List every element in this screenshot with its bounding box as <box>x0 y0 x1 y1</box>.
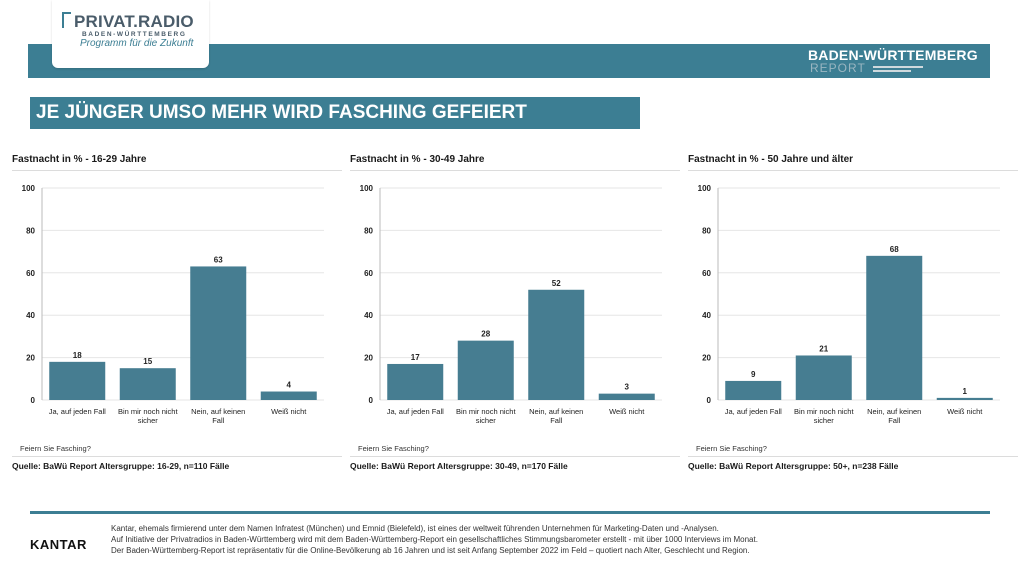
data-label: 4 <box>287 381 292 390</box>
x-tick-label: Bin mir noch nicht <box>456 407 517 416</box>
footer-line: Kantar, ehemals firmierend unter dem Nam… <box>111 524 719 533</box>
data-label: 18 <box>73 351 82 360</box>
data-label: 17 <box>411 353 420 362</box>
data-label: 28 <box>481 330 490 339</box>
y-tick-label: 80 <box>364 226 373 235</box>
x-tick-label: sicher <box>476 416 497 425</box>
y-tick-label: 80 <box>702 226 711 235</box>
data-label: 52 <box>552 279 561 288</box>
bar <box>598 393 655 400</box>
bar <box>119 368 176 400</box>
data-label: 68 <box>890 245 899 254</box>
page-title: JE JÜNGER UMSO MEHR WIRD FASCHING GEFEIE… <box>36 102 527 123</box>
chart-panel-30-49: Fastnacht in % - 30-49 Jahre 0 20 40 60 80 10… <box>350 150 680 480</box>
bar <box>260 391 317 400</box>
x-tick-label: sicher <box>138 416 159 425</box>
data-label: 3 <box>625 383 630 392</box>
report-logo-bar <box>873 70 911 72</box>
chart-title: Fastnacht in % - 50 Jahre und älter <box>688 154 854 165</box>
x-tick-label: Bin mir noch nicht <box>118 407 179 416</box>
x-tick-label: Ja, auf jeden Fall <box>725 407 782 416</box>
y-tick-label: 0 <box>707 396 712 405</box>
x-tick-label: Fall <box>888 416 900 425</box>
footer-line: Auf Initiative der Privatradios in Baden… <box>111 535 758 544</box>
logo-bracket-icon <box>62 12 71 28</box>
y-tick-label: 40 <box>364 311 373 320</box>
divider <box>12 456 342 457</box>
report-logo-bar <box>873 66 923 68</box>
data-label: 21 <box>819 344 828 353</box>
logo-tagline: Programm für die Zukunft <box>80 38 194 49</box>
chart-title: Fastnacht in % - 30-49 Jahre <box>350 154 485 165</box>
x-tick-label: Nein, auf keinen <box>867 407 921 416</box>
x-tick-label: Ja, auf jeden Fall <box>387 407 444 416</box>
report-logo-line1: BADEN-WÜRTTEMBERG <box>808 47 978 63</box>
divider <box>688 456 1018 457</box>
bar <box>936 397 993 400</box>
report-logo-line2: REPORT <box>810 61 866 75</box>
logo-sub-text: BADEN-WÜRTTEMBERG <box>82 31 187 38</box>
y-tick-label: 40 <box>26 311 35 320</box>
bar <box>725 380 782 400</box>
y-tick-label: 80 <box>26 226 35 235</box>
divider <box>350 456 680 457</box>
kantar-logo: KANTAR <box>30 537 87 552</box>
question-label: Feiern Sie Fasching? <box>20 444 91 453</box>
y-tick-label: 40 <box>702 311 711 320</box>
y-tick-label: 0 <box>31 396 36 405</box>
y-tick-label: 20 <box>702 354 711 363</box>
bar <box>49 361 106 400</box>
x-tick-label: sicher <box>814 416 835 425</box>
bar <box>528 289 585 400</box>
source-note: Quelle: BaWü Report Altersgruppe: 16-29,… <box>12 461 230 471</box>
chart-panel-16-29: Fastnacht in % - 16-29 Jahre 0 20 40 60 80 10… <box>12 150 342 480</box>
y-tick-label: 20 <box>26 354 35 363</box>
x-tick-label: Bin mir noch nicht <box>794 407 855 416</box>
x-tick-label: Fall <box>550 416 562 425</box>
data-label: 63 <box>214 255 223 264</box>
y-tick-label: 20 <box>364 354 373 363</box>
y-tick-label: 0 <box>369 396 374 405</box>
y-tick-label: 100 <box>698 184 712 193</box>
footer-text: Kantar, ehemals firmierend unter dem Nam… <box>111 523 991 556</box>
x-tick-label: Weiß nicht <box>947 407 983 416</box>
data-label: 9 <box>751 370 756 379</box>
data-label: 1 <box>963 387 968 396</box>
question-label: Feiern Sie Fasching? <box>696 444 767 453</box>
data-label: 15 <box>143 357 152 366</box>
x-tick-label: Weiß nicht <box>271 407 307 416</box>
bar <box>795 355 852 400</box>
source-note: Quelle: BaWü Report Altersgruppe: 50+, n… <box>688 461 899 471</box>
footer-divider <box>30 511 990 514</box>
y-tick-label: 100 <box>22 184 36 193</box>
divider <box>12 170 342 171</box>
question-label: Feiern Sie Fasching? <box>358 444 429 453</box>
y-tick-label: 60 <box>26 269 35 278</box>
footer-line: Der Baden-Württemberg-Report ist repräse… <box>111 546 750 555</box>
chart-panel-50-plus: Fastnacht in % - 50 Jahre und älter 0 20 4… <box>688 150 1018 480</box>
y-tick-label: 100 <box>360 184 374 193</box>
bar-chart: 0 20 40 60 80 100 17 Ja, auf jeden Fall 28 Bin mi… <box>360 184 662 425</box>
chart-title: Fastnacht in % - 16-29 Jahre <box>12 154 147 165</box>
y-tick-label: 60 <box>702 269 711 278</box>
bar <box>866 255 923 400</box>
x-tick-label: Ja, auf jeden Fall <box>49 407 106 416</box>
bar-chart: 0 20 40 60 80 100 9 Ja, auf jeden Fall 21 Bin mir… <box>698 184 1000 425</box>
bar-chart: 0 20 40 60 80 100 18 Ja, auf jeden Fall 15 Bin mi… <box>22 184 324 425</box>
x-tick-label: Weiß nicht <box>609 407 645 416</box>
x-tick-label: Nein, auf keinen <box>191 407 245 416</box>
page-title-bar: JE JÜNGER UMSO MEHR WIRD FASCHING GEFEIE… <box>30 97 640 129</box>
divider <box>688 170 1018 171</box>
x-tick-label: Nein, auf keinen <box>529 407 583 416</box>
privat-radio-logo[interactable]: PRIVAT.RADIO BADEN-WÜRTTEMBERG Programm … <box>52 0 209 68</box>
bar <box>457 340 514 400</box>
divider <box>350 170 680 171</box>
source-note: Quelle: BaWü Report Altersgruppe: 30-49,… <box>350 461 568 471</box>
y-tick-label: 60 <box>364 269 373 278</box>
logo-main-text: PRIVAT.RADIO <box>74 12 194 31</box>
x-tick-label: Fall <box>212 416 224 425</box>
bar <box>387 363 444 400</box>
bar <box>190 266 247 400</box>
